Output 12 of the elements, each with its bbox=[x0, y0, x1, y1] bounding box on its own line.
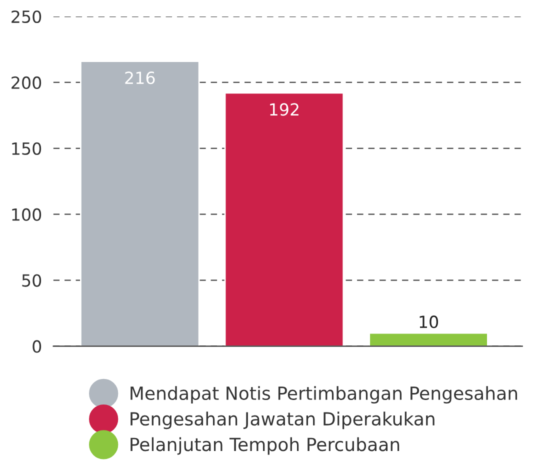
y-tick-label: 150 bbox=[12, 142, 42, 155]
data-label: 216 bbox=[125, 72, 155, 84]
data-label: 192 bbox=[270, 103, 298, 116]
data-label: 10 bbox=[420, 316, 438, 328]
y-tick-label: 50 bbox=[22, 274, 42, 287]
legend-label: Pelanjutan Tempoh Percubaan bbox=[130, 437, 400, 455]
legend-label: Mendapat Notis Pertimbangan Pengesahan bbox=[130, 386, 518, 404]
legend-label: Pengesahan Jawatan Diperakukan bbox=[130, 412, 434, 430]
y-tick-label: 100 bbox=[12, 208, 42, 221]
y-tick-label: 200 bbox=[12, 76, 42, 89]
y-tick-label: 250 bbox=[12, 10, 42, 24]
y-tick-label: 0 bbox=[32, 340, 42, 353]
